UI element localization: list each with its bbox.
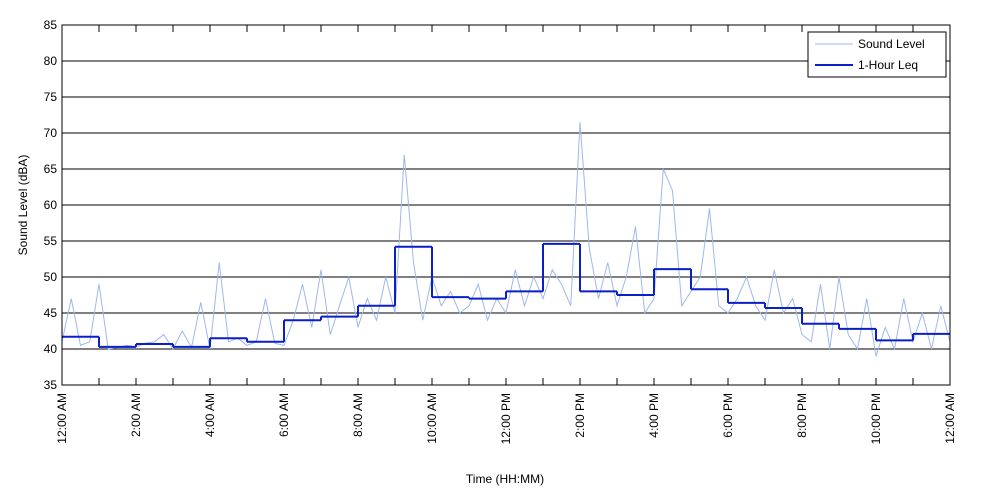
y-tick-label: 60 <box>44 198 58 212</box>
y-axis-label: Sound Level (dBA) <box>16 155 30 256</box>
plot-frame <box>61 24 951 386</box>
y-tick-label: 80 <box>44 54 58 68</box>
x-tick-label: 4:00 PM <box>647 393 661 438</box>
y-tick-label: 55 <box>44 234 58 248</box>
x-axis-label: Time (HH:MM) <box>466 472 544 486</box>
y-tick-label: 65 <box>44 162 58 176</box>
legend-label: 1-Hour Leq <box>858 58 918 72</box>
x-tick-label: 12:00 PM <box>499 393 513 444</box>
y-tick-label: 85 <box>44 18 58 32</box>
x-tick-label: 8:00 PM <box>795 393 809 438</box>
x-tick-label: 6:00 PM <box>721 393 735 438</box>
y-tick-label: 40 <box>44 342 58 356</box>
y-tick-label: 75 <box>44 90 58 104</box>
y-tick-label: 70 <box>44 126 58 140</box>
x-tick-label: 6:00 AM <box>277 393 291 437</box>
x-tick-label: 4:00 AM <box>203 393 217 437</box>
y-tick-label: 50 <box>44 270 58 284</box>
x-tick-label: 8:00 AM <box>351 393 365 437</box>
y-tick-label: 45 <box>44 306 58 320</box>
legend-box <box>807 31 947 78</box>
x-tick-label: 12:00 AM <box>55 393 69 444</box>
x-tick-label: 10:00 AM <box>425 393 439 444</box>
x-tick-label: 12:00 AM <box>943 393 957 444</box>
y-tick-label: 35 <box>44 378 58 392</box>
line-series <box>61 122 951 357</box>
x-tick-label: 2:00 PM <box>573 393 587 438</box>
legend-label: Sound Level <box>858 37 925 51</box>
x-tick-label: 2:00 AM <box>129 393 143 437</box>
x-tick-label: 10:00 PM <box>869 393 883 444</box>
